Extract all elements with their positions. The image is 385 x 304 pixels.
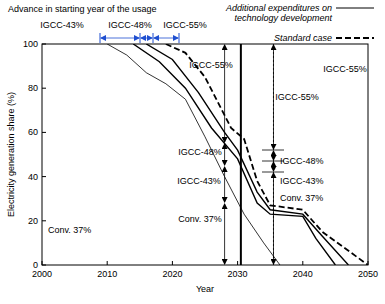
x-tick xyxy=(302,261,303,265)
double-arrow xyxy=(154,38,178,39)
bracket-line xyxy=(262,172,284,173)
y-tick-label: 100 xyxy=(23,39,38,49)
y-tick-label: 60 xyxy=(28,127,38,137)
series-line xyxy=(107,44,280,265)
double-arrow xyxy=(273,173,274,264)
x-tick-label: 2020 xyxy=(162,269,182,279)
y-tick xyxy=(42,265,46,266)
y-tick xyxy=(42,176,46,177)
x-tick xyxy=(107,261,108,265)
x-tick xyxy=(172,261,173,265)
bracket-tick xyxy=(140,33,141,43)
legend-label: Additional expenditures ontechnology dev… xyxy=(225,3,333,23)
legend-key xyxy=(336,8,374,9)
legend-label: Standard case xyxy=(274,33,332,43)
y-tick xyxy=(42,132,46,133)
reference-line xyxy=(240,44,242,265)
annotation: IGCC-48% xyxy=(178,147,222,157)
annotation: Conv. 37% xyxy=(48,225,91,235)
annotation: Advance in starting year of the usage xyxy=(8,4,157,14)
series-line xyxy=(133,44,335,265)
annotation: IGCC-43% xyxy=(280,176,324,186)
y-tick-label: 20 xyxy=(28,216,38,226)
x-tick-label: 2010 xyxy=(97,269,117,279)
x-tick-label: 2040 xyxy=(293,269,313,279)
annotation: IGCC-48% xyxy=(108,20,152,30)
annotation: IGCC-55% xyxy=(189,60,233,70)
x-axis-label: Year xyxy=(196,284,214,294)
double-arrow xyxy=(224,167,225,202)
y-tick-label: 40 xyxy=(28,172,38,182)
annotation: IGCC-55% xyxy=(163,20,207,30)
double-arrow xyxy=(224,144,225,165)
annotation: Conv. 37% xyxy=(280,193,323,203)
x-tick xyxy=(237,261,238,265)
plot-frame xyxy=(42,44,368,265)
double-arrow xyxy=(224,204,225,264)
bracket-tick xyxy=(100,33,101,43)
y-axis-label: Electricity generation share (%) xyxy=(6,92,16,217)
annotation: Conv. 37% xyxy=(178,214,221,224)
double-arrow xyxy=(101,38,139,39)
annotation: IGCC-55% xyxy=(323,64,367,74)
y-tick xyxy=(42,220,46,221)
double-arrow xyxy=(273,162,274,171)
annotation: IGCC-43% xyxy=(40,20,84,30)
double-arrow xyxy=(273,45,274,149)
x-tick-label: 2050 xyxy=(358,269,378,279)
y-tick-label: 0 xyxy=(33,260,38,270)
annotation: IGCC-55% xyxy=(275,92,319,102)
legend-label-line: technology development xyxy=(234,13,332,23)
y-tick xyxy=(42,88,46,89)
annotation: IGCC-43% xyxy=(177,176,221,186)
x-tick-label: 2000 xyxy=(32,269,52,279)
legend-label-line: Standard case xyxy=(274,33,332,43)
reference-line xyxy=(273,44,274,265)
bracket-tick xyxy=(179,33,180,43)
y-tick-label: 80 xyxy=(28,83,38,93)
y-tick xyxy=(42,44,46,45)
bracket-tick xyxy=(153,33,154,43)
series-line xyxy=(146,44,348,265)
double-arrow xyxy=(141,38,152,39)
legend-key xyxy=(336,37,374,39)
double-arrow xyxy=(273,151,274,160)
x-tick xyxy=(42,261,43,265)
chart: 200020102020203020402050020406080100Year… xyxy=(0,0,385,304)
annotation: IGCC-48% xyxy=(280,156,324,166)
x-tick-label: 2030 xyxy=(228,269,248,279)
bracket-line xyxy=(262,150,284,151)
series-line xyxy=(166,44,368,265)
arrows xyxy=(100,33,284,264)
plot-area xyxy=(107,44,368,265)
legend-label-line: Additional expenditures on xyxy=(225,3,332,13)
